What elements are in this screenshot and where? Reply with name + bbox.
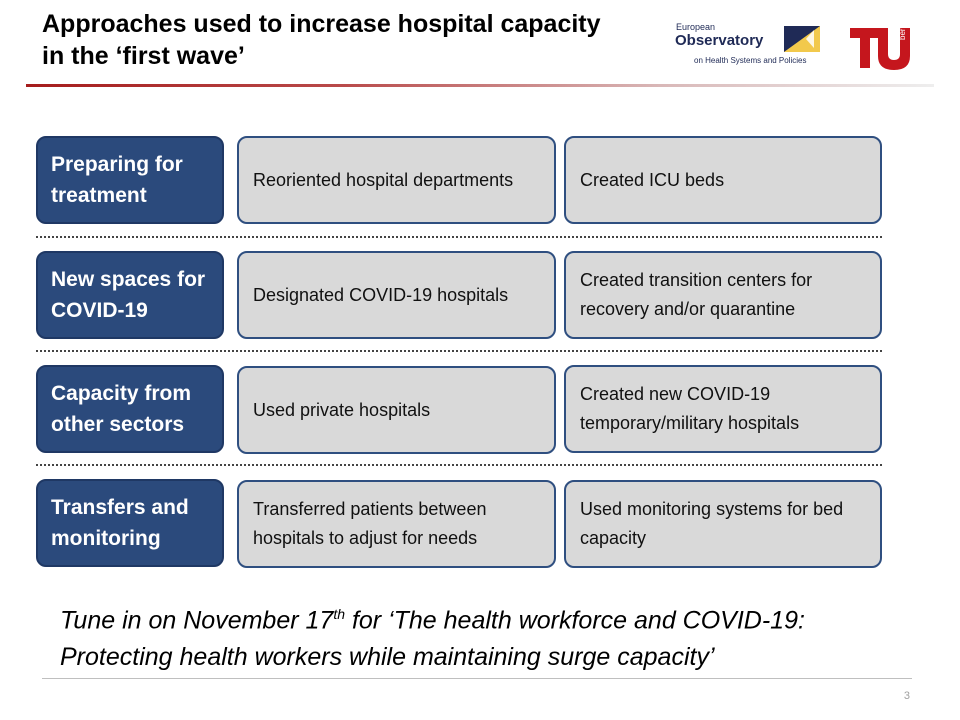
tu-berlin-logo: berlin: [850, 24, 910, 70]
approach-card: Created new COVID-19 temporary/military …: [564, 365, 882, 453]
approach-text: Used private hospitals: [253, 399, 431, 420]
european-observatory-logo: European Observatory on Health Systems a…: [672, 22, 832, 70]
tu-berlin-tag: berlin: [898, 24, 907, 40]
row-divider: [36, 464, 882, 466]
approach-card: Used private hospitals: [237, 366, 556, 454]
row-divider: [36, 236, 882, 238]
approach-card: Transferred patients between hospitals t…: [237, 480, 556, 568]
row-label-transfers-monitoring: Transfers and monitoring: [36, 479, 224, 567]
approach-text: Designated COVID-19 hospitals: [253, 284, 509, 305]
logo-text-observatory: Observatory: [675, 32, 764, 49]
approach-text: Created transition centers for recovery …: [580, 270, 813, 319]
approach-card: Designated COVID-19 hospitals: [237, 251, 556, 339]
logo-text-european: European: [676, 22, 716, 32]
footer-rule: [42, 678, 912, 679]
row-divider: [36, 350, 882, 352]
approach-text: Created new COVID-19 temporary/military …: [580, 384, 800, 433]
approach-text: Transferred patients between hospitals t…: [253, 499, 487, 548]
approach-card: Used monitoring systems for bed capacity: [564, 480, 882, 568]
row-label-capacity-other-sectors: Capacity from other sectors: [36, 365, 224, 453]
logo-text-subtitle: on Health Systems and Policies: [694, 56, 807, 65]
upcoming-webinar-note: Tune in on November 17th for ‘The health…: [60, 606, 805, 672]
approach-card: Created transition centers for recovery …: [564, 251, 882, 339]
observatory-flag-icon: [784, 26, 820, 52]
approach-text: Used monitoring systems for bed capacity: [580, 499, 844, 548]
approach-card: Created ICU beds: [564, 136, 882, 224]
page-number: 3: [903, 690, 910, 702]
approach-text: Reoriented hospital departments: [253, 169, 514, 190]
approach-card: Reoriented hospital departments: [237, 136, 556, 224]
approach-text: Created ICU beds: [580, 169, 725, 190]
row-label-new-spaces: New spaces for COVID-19: [36, 251, 224, 339]
slide-title: Approaches used to increase hospital cap…: [42, 10, 601, 70]
row-label-preparing-for-treatment: Preparing for treatment: [36, 136, 224, 224]
title-underline: [26, 84, 934, 87]
